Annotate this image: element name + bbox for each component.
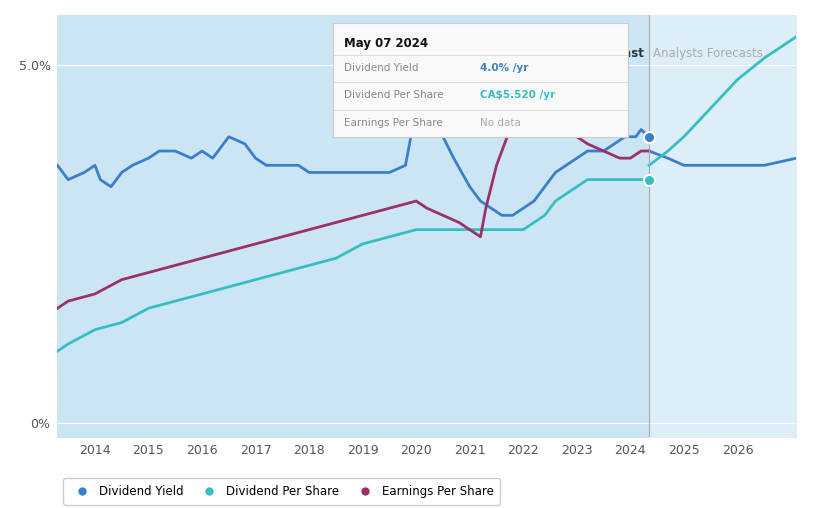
Text: Dividend Yield: Dividend Yield xyxy=(344,63,419,73)
Legend: Dividend Yield, Dividend Per Share, Earnings Per Share: Dividend Yield, Dividend Per Share, Earn… xyxy=(63,478,501,505)
Text: 4.0% /yr: 4.0% /yr xyxy=(480,63,529,73)
Text: No data: No data xyxy=(480,118,521,128)
Text: May 07 2024: May 07 2024 xyxy=(344,37,429,50)
Text: Dividend Per Share: Dividend Per Share xyxy=(344,90,444,100)
Text: Analysts Forecasts: Analysts Forecasts xyxy=(654,47,764,60)
Text: Earnings Per Share: Earnings Per Share xyxy=(344,118,443,128)
Text: CA$5.520 /yr: CA$5.520 /yr xyxy=(480,90,556,100)
Text: Past: Past xyxy=(616,47,644,60)
